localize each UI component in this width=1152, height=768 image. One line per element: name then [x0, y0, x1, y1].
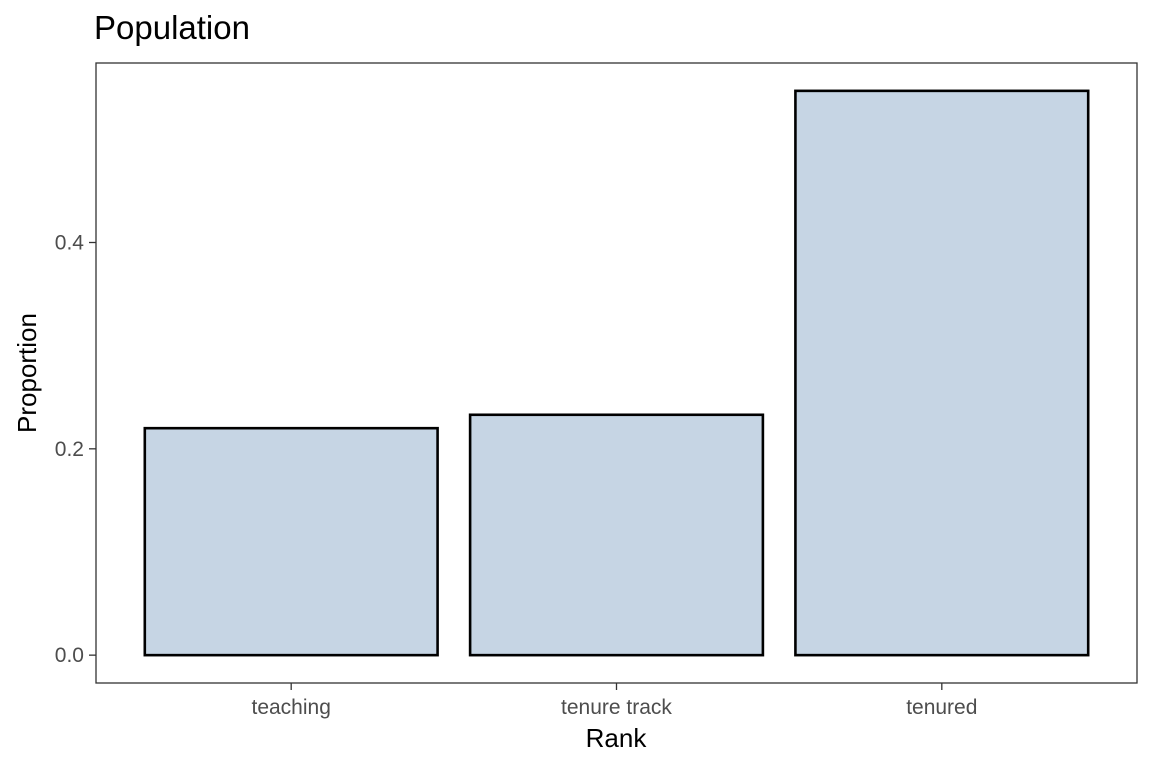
- chart-title: Population: [94, 9, 250, 46]
- y-axis: 0.0 0.2 0.4: [55, 232, 96, 667]
- x-tick-label: tenure track: [561, 696, 672, 719]
- y-tick-label: 0.2: [55, 438, 84, 461]
- x-tick-label: tenured: [906, 696, 977, 719]
- plot-area: [143, 89, 1090, 657]
- bar-tenured: [794, 89, 1090, 657]
- x-tick-label: teaching: [251, 696, 330, 719]
- y-tick-label: 0.4: [55, 232, 85, 255]
- bar-teaching: [143, 426, 439, 657]
- y-tick-label: 0.0: [55, 644, 84, 667]
- bar-tenure-track: [468, 413, 765, 657]
- y-axis-title: Proportion: [12, 313, 42, 433]
- x-axis-title: Rank: [586, 723, 648, 753]
- x-axis: teaching tenure track tenured: [251, 683, 977, 719]
